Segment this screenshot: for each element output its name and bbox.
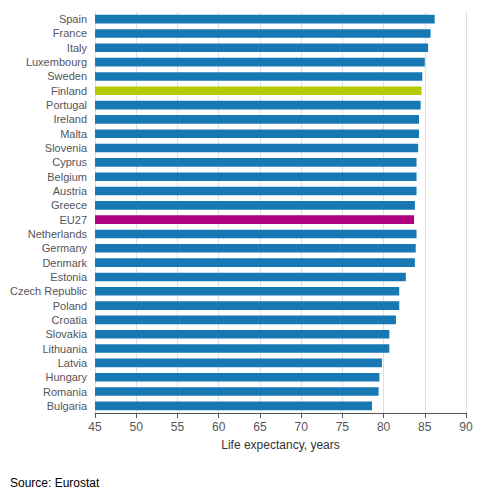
svg-text:Italy: Italy [67,42,88,54]
svg-text:Czech Republic: Czech Republic [10,285,88,297]
svg-text:Spain: Spain [59,13,87,25]
svg-text:80: 80 [377,420,391,434]
svg-text:90: 90 [459,420,473,434]
svg-text:Denmark: Denmark [42,257,87,269]
svg-text:Croatia: Croatia [52,314,88,326]
svg-text:Belgium: Belgium [47,171,87,183]
svg-text:Latvia: Latvia [58,357,88,369]
svg-text:Ireland: Ireland [53,113,87,125]
svg-text:Romania: Romania [43,386,88,398]
svg-text:60: 60 [212,420,226,434]
svg-text:Poland: Poland [53,300,87,312]
svg-text:Slovenia: Slovenia [45,142,88,154]
svg-text:Portugal: Portugal [46,99,87,111]
svg-text:50: 50 [130,420,144,434]
svg-text:Austria: Austria [53,185,88,197]
svg-text:Estonia: Estonia [50,271,88,283]
svg-text:Bulgaria: Bulgaria [47,400,88,412]
svg-text:Slovakia: Slovakia [45,328,87,340]
svg-text:Finland: Finland [51,85,87,97]
svg-text:55: 55 [171,420,185,434]
svg-text:Sweden: Sweden [47,70,87,82]
svg-text:Netherlands: Netherlands [28,228,88,240]
svg-text:85: 85 [418,420,432,434]
svg-text:45: 45 [88,420,102,434]
svg-text:Life expectancy, years: Life expectancy, years [221,438,340,452]
svg-text:Cyprus: Cyprus [52,156,87,168]
svg-text:Lithuania: Lithuania [42,343,88,355]
svg-text:Source: Eurostat: Source: Eurostat [10,476,100,490]
svg-text:Malta: Malta [60,128,88,140]
svg-text:EU27: EU27 [60,214,88,226]
svg-text:Luxembourg: Luxembourg [26,56,87,68]
svg-text:Germany: Germany [42,242,88,254]
svg-text:75: 75 [336,420,350,434]
svg-text:70: 70 [294,420,308,434]
svg-text:France: France [53,27,87,39]
svg-text:Greece: Greece [51,199,87,211]
svg-text:65: 65 [253,420,267,434]
svg-text:Hungary: Hungary [45,371,87,383]
